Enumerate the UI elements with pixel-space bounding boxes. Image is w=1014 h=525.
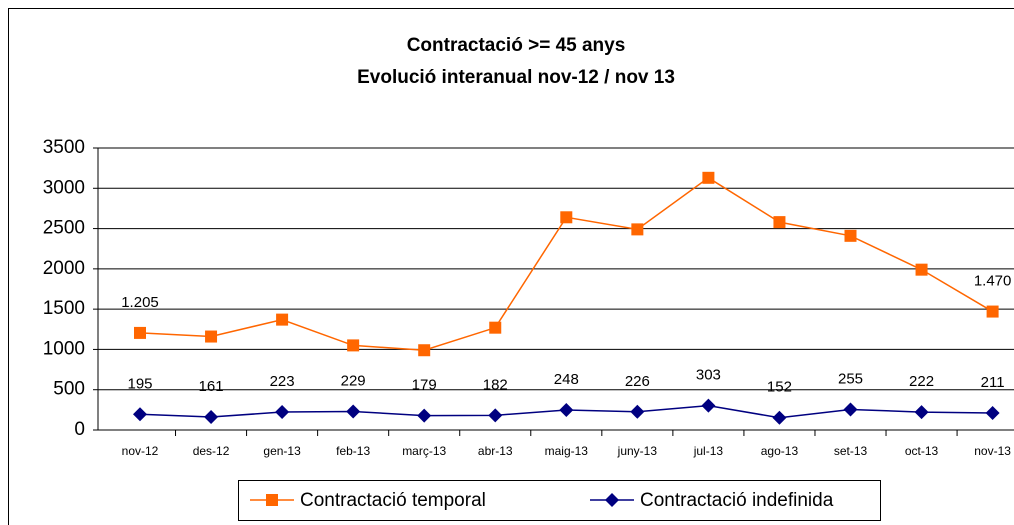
- chart-title: Contractació >= 45 anys: [407, 35, 626, 56]
- x-tick-label: oct-13: [905, 444, 939, 458]
- y-tick-label: 2000: [43, 258, 85, 279]
- point: [702, 171, 715, 184]
- point: [489, 321, 502, 334]
- data-label: 303: [696, 367, 721, 384]
- x-tick-label: set-13: [834, 444, 868, 458]
- point: [275, 405, 290, 420]
- y-tick-label: 3500: [43, 137, 85, 158]
- legend-box: [238, 480, 881, 521]
- point: [346, 404, 361, 419]
- data-label: 179: [412, 377, 437, 394]
- point: [914, 405, 929, 420]
- data-label: 222: [909, 373, 934, 390]
- data-label: 152: [767, 379, 792, 396]
- x-tick-label: gen-13: [263, 444, 301, 458]
- legend-label: Contractació indefinida: [640, 490, 834, 511]
- data-label: 255: [838, 370, 863, 387]
- point: [276, 313, 289, 326]
- data-label: 229: [341, 373, 366, 390]
- chart-subtitle: Evolució interanual nov-12 / nov 13: [357, 67, 675, 88]
- point: [605, 493, 619, 507]
- x-tick-label: jul-13: [693, 444, 724, 458]
- point: [559, 403, 574, 418]
- data-label: 182: [483, 376, 508, 393]
- point: [631, 223, 644, 236]
- point: [985, 405, 1000, 420]
- y-tick-label: 1500: [43, 298, 85, 319]
- data-label: 211: [981, 374, 1005, 391]
- data-label: 223: [270, 373, 295, 390]
- data-label: 1.470: [974, 273, 1012, 290]
- point: [986, 305, 999, 318]
- x-tick-label: abr-13: [478, 444, 513, 458]
- point: [266, 494, 278, 506]
- point: [417, 408, 432, 423]
- x-tick-label: des-12: [193, 444, 230, 458]
- point: [630, 404, 645, 419]
- data-label: 195: [127, 375, 152, 392]
- x-tick-label: nov-13: [974, 444, 1011, 458]
- x-tick-label: nov-12: [122, 444, 159, 458]
- y-tick-label: 3000: [43, 177, 85, 198]
- point: [560, 211, 573, 224]
- point: [843, 402, 858, 417]
- point: [205, 330, 218, 343]
- point: [915, 263, 928, 276]
- point: [133, 407, 147, 422]
- point: [204, 410, 219, 425]
- legend-label: Contractació temporal: [300, 490, 486, 511]
- chart-border: [8, 8, 1014, 525]
- point: [488, 408, 503, 423]
- y-tick-label: 500: [53, 379, 85, 400]
- x-tick-label: ago-13: [761, 444, 799, 458]
- point: [347, 339, 360, 352]
- point: [418, 344, 431, 357]
- x-tick-label: juny-13: [617, 444, 658, 458]
- point: [772, 410, 787, 425]
- y-tick-label: 0: [74, 419, 85, 440]
- data-label: 161: [199, 378, 224, 395]
- point: [773, 216, 786, 229]
- point: [134, 326, 146, 339]
- point: [701, 398, 716, 413]
- point: [844, 229, 857, 242]
- data-label: 1.205: [121, 294, 159, 311]
- y-tick-label: 1000: [43, 338, 85, 359]
- x-tick-label: feb-13: [336, 444, 370, 458]
- data-label: 226: [625, 373, 650, 390]
- data-label: 248: [554, 371, 579, 388]
- x-tick-label: març-13: [402, 444, 446, 458]
- y-tick-label: 2500: [43, 218, 85, 239]
- x-tick-label: maig-13: [545, 444, 589, 458]
